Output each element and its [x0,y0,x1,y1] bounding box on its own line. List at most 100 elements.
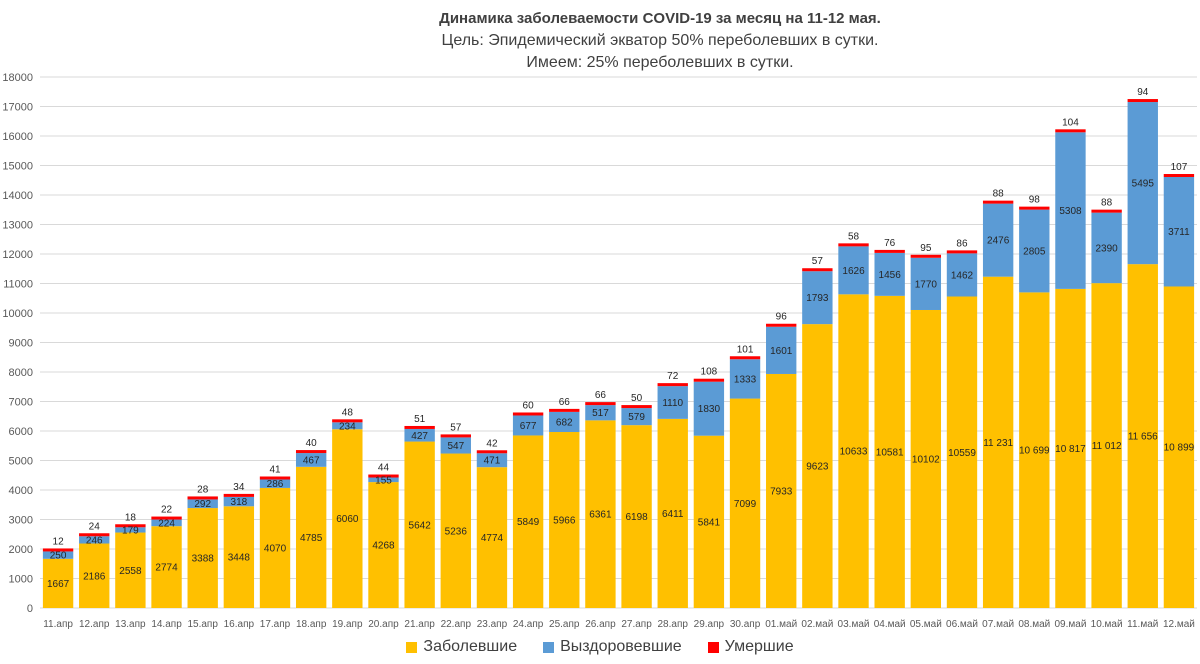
bar-deaths [512,412,544,416]
data-label-cases: 11 231 [983,438,1013,449]
bar-cases [223,506,255,608]
legend-label-recovered: Выздоровевшие [560,638,682,655]
data-label-deaths: 40 [306,438,318,449]
data-label-recovered: 682 [556,417,573,428]
data-label-recovered: 1601 [770,346,793,357]
data-label-cases: 3448 [228,553,251,564]
bar-deaths [657,383,688,387]
data-label-cases: 3388 [192,554,215,565]
data-label-cases: 2774 [155,563,178,574]
data-label-cases: 4774 [481,533,504,544]
data-label-deaths: 86 [956,238,968,249]
bar-cases [802,324,833,608]
bar-recovered [476,453,508,468]
bar-cases [115,532,146,608]
data-label-recovered: 155 [375,475,392,486]
data-label-cases: 1667 [47,579,70,590]
bar-deaths [621,405,652,409]
legend-item-cases: Заболевшие [406,638,517,656]
x-tick-label: 14.апр [151,619,182,630]
y-tick-label: 13000 [2,220,33,232]
data-label-recovered: 286 [267,479,284,490]
x-tick-label: 05.май [910,619,942,630]
bar-deaths [549,408,580,412]
bar-cases [332,429,363,608]
y-tick-label: 6000 [9,426,33,438]
bar-cases [946,296,978,608]
data-label-recovered: 1462 [951,270,974,281]
data-label-deaths: 18 [125,512,137,523]
bar-recovered [946,253,978,297]
x-tick-label: 21.апр [404,619,435,630]
data-label-cases: 4785 [300,533,323,544]
data-label-deaths: 98 [1029,195,1041,206]
bar-recovered [1091,212,1122,284]
legend-swatch-cases [406,641,418,653]
bar-cases [295,466,327,608]
data-label-cases: 6361 [589,510,612,521]
data-label-recovered: 318 [231,497,248,508]
legend: Заболевшие Выздоровевшие Умершие [0,634,1200,660]
bar-deaths [1055,129,1086,133]
data-label-deaths: 88 [1101,198,1113,209]
x-tick-label: 01.май [765,619,797,630]
x-tick-label: 08.май [1018,619,1050,630]
x-tick-label: 17.апр [260,619,291,630]
bar-cases [404,441,435,608]
x-tick-label: 23.апр [477,619,508,630]
y-tick-label: 8000 [9,367,33,379]
bar-cases [512,435,544,608]
bar-recovered [187,499,218,509]
x-tick-label: 13.апр [115,619,146,630]
y-tick-label: 10000 [2,308,33,320]
bar-deaths [1127,99,1158,103]
bar-recovered [910,257,942,310]
bar-deaths [1163,174,1195,178]
data-label-recovered: 1793 [806,293,829,304]
y-tick-label: 11000 [3,279,33,291]
bar-deaths [729,356,761,360]
data-label-cases: 11 012 [1092,441,1122,452]
bar-recovered [115,527,146,533]
data-label-recovered: 2476 [987,236,1010,247]
y-tick-label: 5000 [9,456,33,468]
bar-recovered [151,519,182,527]
bar-deaths [802,268,833,272]
data-label-cases: 5849 [517,517,540,528]
bar-deaths [187,496,218,500]
data-label-recovered: 677 [520,421,537,432]
y-tick-label: 0 [27,603,33,615]
bar-recovered [874,252,905,296]
data-label-cases: 2558 [119,566,142,577]
data-label-cases: 4268 [372,541,395,552]
bar-cases [621,425,652,608]
x-tick-label: 11.май [1127,619,1158,630]
data-label-deaths: 51 [414,414,426,425]
y-tick-label: 12000 [2,249,33,261]
data-label-recovered: 427 [411,431,428,442]
data-label-cases: 10559 [948,448,976,459]
bar-recovered [404,428,435,442]
x-tick-label: 12.апр [79,619,110,630]
bar-recovered [838,246,869,295]
bar-deaths [332,419,363,423]
bar-deaths [693,378,725,382]
bar-recovered [79,536,110,544]
data-label-deaths: 57 [450,422,462,433]
data-label-deaths: 94 [1137,87,1149,98]
data-label-recovered: 1333 [734,374,757,385]
bar-recovered [1163,177,1195,287]
data-label-cases: 10581 [876,447,904,458]
chart-title: Динамика заболеваемости COVID-19 за меся… [439,10,881,27]
data-label-cases: 2186 [83,571,106,582]
data-label-deaths: 24 [89,521,101,532]
bar-cases [259,487,291,608]
x-tick-label: 09.май [1054,619,1086,630]
data-label-recovered: 3711 [1168,227,1190,238]
bar-recovered [42,551,74,559]
x-tick-label: 24.апр [513,619,544,630]
data-label-deaths: 22 [161,505,173,516]
bar-recovered [1055,132,1086,289]
data-label-deaths: 76 [884,238,896,249]
data-label-recovered: 5308 [1059,206,1082,217]
